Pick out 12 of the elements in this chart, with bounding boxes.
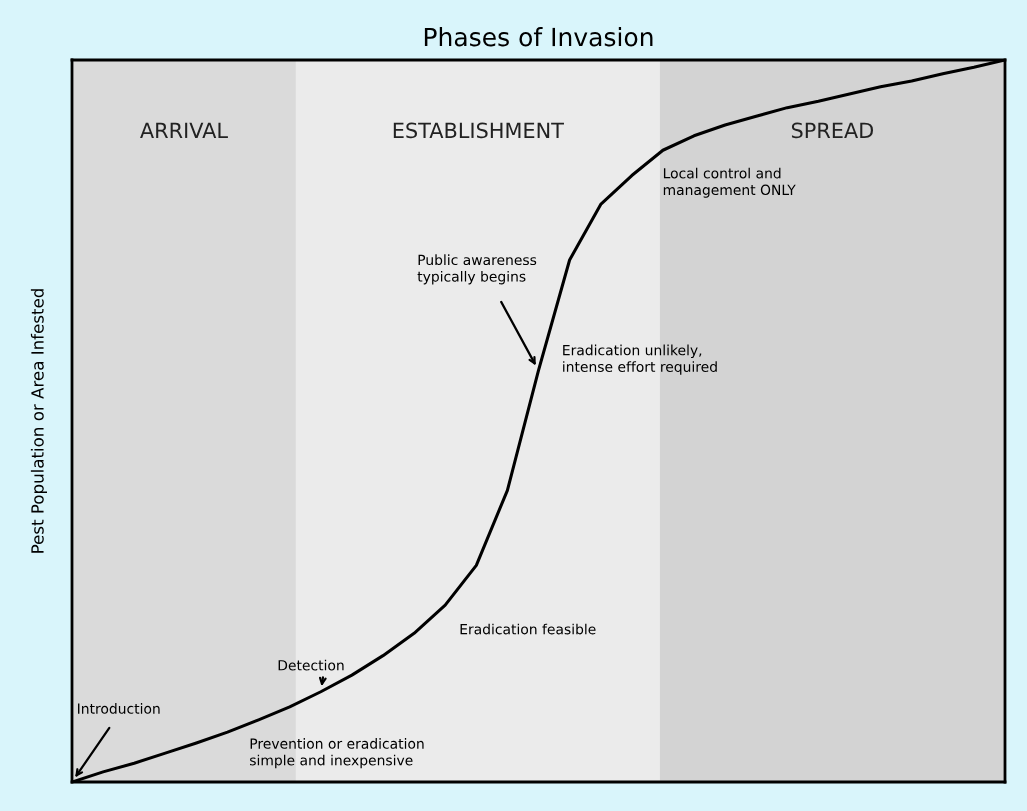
annotation: ARRIVAL <box>140 122 228 138</box>
chart-title: Phases of Invasion <box>424 27 653 47</box>
annotation: ESTABLISHMENT <box>393 122 564 139</box>
annotation: SPREAD <box>791 122 874 139</box>
annotation: Introduction <box>78 703 160 714</box>
annotation: Eradication unlikely, intense effort required <box>563 344 717 375</box>
annotation: Eradication feasible <box>460 623 596 635</box>
annotation: Public awareness typically begins <box>417 254 537 285</box>
y-axis-title: Pest Population or Area Infested <box>30 289 47 553</box>
annotation: Local control and management ONLY <box>663 167 796 198</box>
annotation: Prevention or eradication simple and inexpensive <box>250 738 424 769</box>
annotation: Detection <box>278 659 344 671</box>
